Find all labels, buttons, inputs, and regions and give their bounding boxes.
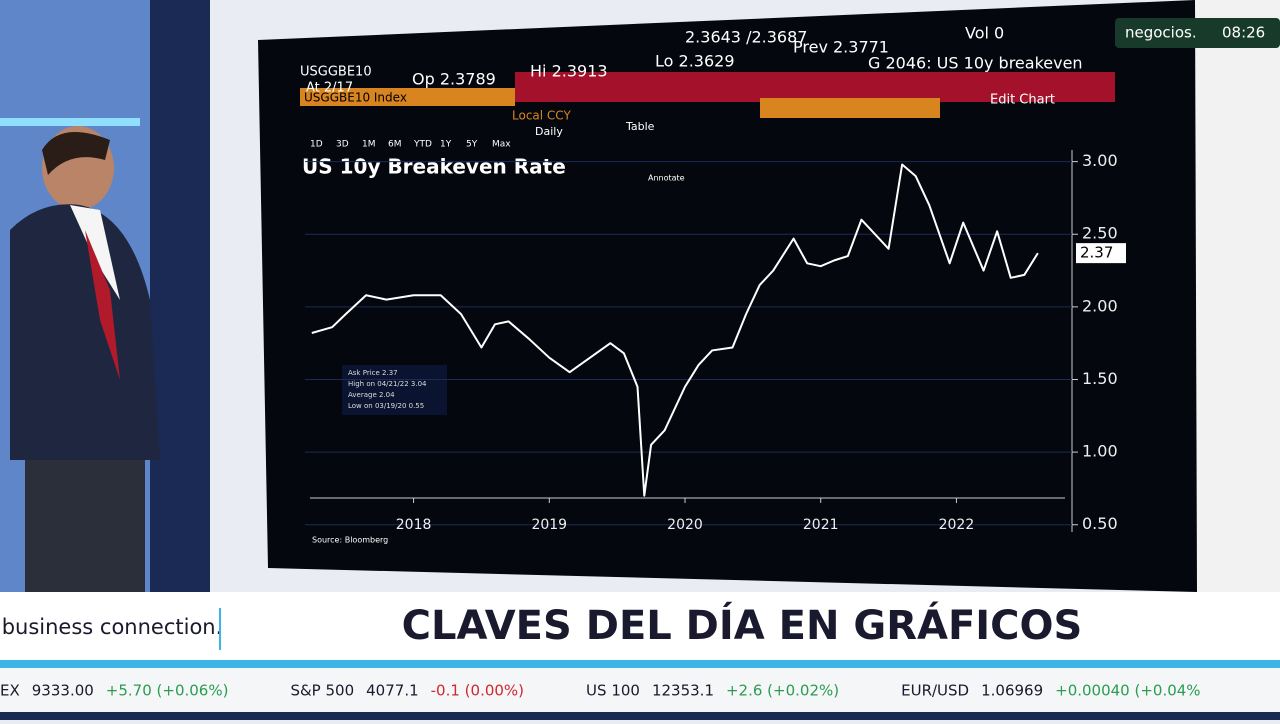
ticker-text: +2.6 (+0.02%) (726, 682, 839, 700)
x-tick-label: 2019 (531, 517, 567, 533)
headline: CLAVES DEL DÍA EN GRÁFICOS (402, 601, 1083, 649)
high: Hi 2.3913 (530, 62, 608, 81)
ticker-text: +0.00040 (+0.04% (1055, 682, 1200, 700)
edit-chart[interactable]: Edit Chart (990, 93, 1055, 108)
lower-third (0, 592, 1280, 662)
legend-entry: High on 04/21/22 3.04 (348, 380, 427, 388)
last-value-label: 2.37 (1080, 244, 1113, 262)
screen (258, 0, 1197, 592)
ticker-foot (0, 712, 1280, 720)
volume: Vol 0 (965, 24, 1004, 43)
ticker-text: S&P 500 (290, 682, 354, 700)
y-tick-label: 2.50 (1082, 224, 1118, 243)
studio-light (0, 118, 140, 126)
legend-box (342, 365, 447, 415)
ticker-text: 4077.1 (366, 682, 419, 700)
y-tick-label: 0.50 (1082, 514, 1118, 533)
daily-button[interactable]: Daily (535, 125, 563, 138)
function-bar (515, 72, 1115, 102)
studio-wall-right (1195, 0, 1280, 600)
y-tick-label: 2.00 (1082, 296, 1118, 315)
range-button: 1Y (440, 140, 452, 150)
ticker-text: US 100 (586, 682, 640, 700)
open: Op 2.3789 (412, 70, 496, 89)
presenter (10, 126, 160, 595)
channel-bug (1115, 18, 1280, 48)
lower-third-stripe (0, 660, 1280, 668)
chart-title: US 10y Breakeven Rate (302, 155, 566, 179)
ticker-bar (0, 668, 1280, 712)
clock: 08:26 (1222, 24, 1265, 42)
add-bar (760, 98, 940, 118)
legend-entry: Low on 03/19/20 0.55 (348, 402, 424, 410)
last-value-box (1076, 243, 1126, 264)
ticker-text: 9333.00 (32, 682, 94, 700)
range-button: Max (492, 140, 511, 150)
legend-entry: Ask Price 2.37 (348, 369, 398, 377)
as-of: At 2/17 (306, 81, 353, 96)
ticker-text: EX (0, 682, 20, 700)
security-bar (300, 88, 515, 106)
function: G 2046: US 10y breakeven (868, 54, 1083, 73)
y-tick-label: 1.00 (1082, 442, 1118, 461)
annotate[interactable]: Annotate (648, 174, 685, 183)
bid-ask: 2.3643 /2.3687 (685, 28, 807, 47)
ticker-text: +5.70 (+0.06%) (106, 682, 229, 700)
table-button[interactable]: Table (625, 120, 655, 133)
ticker-code: USGGBE10 (300, 65, 372, 80)
source: Source: Bloomberg (312, 536, 388, 545)
studio-pillar (150, 0, 210, 600)
ticker-text: 12353.1 (652, 682, 714, 700)
brand: business connection. (2, 615, 223, 639)
line (311, 163, 1039, 497)
range-button: 3D (336, 140, 349, 150)
ticker-text: EUR/USD (901, 682, 969, 700)
low: Lo 2.3629 (655, 52, 735, 71)
y-tick-label: 3.00 (1082, 151, 1118, 170)
channel: negocios. (1125, 24, 1197, 42)
ticker-text: -0.1 (0.00%) (431, 682, 524, 700)
y-tick-label: 1.50 (1082, 369, 1118, 388)
range-button: 6M (388, 140, 402, 150)
x-tick-label: 2018 (396, 517, 432, 533)
security: USGGBE10 Index (304, 91, 407, 105)
x-tick-label: 2022 (939, 517, 975, 533)
x-tick-label: 2020 (667, 517, 703, 533)
legend-entry: Average 2.04 (348, 391, 395, 399)
ticker-text: 1.06969 (981, 682, 1043, 700)
x-tick-label: 2021 (803, 517, 839, 533)
prev: Prev 2.3771 (793, 38, 889, 57)
range-button: 1D (310, 140, 323, 150)
range-button: YTD (413, 140, 432, 150)
local-ccy: Local CCY (512, 109, 571, 123)
range-button: 5Y (466, 140, 478, 150)
range-button: 1M (362, 140, 376, 150)
